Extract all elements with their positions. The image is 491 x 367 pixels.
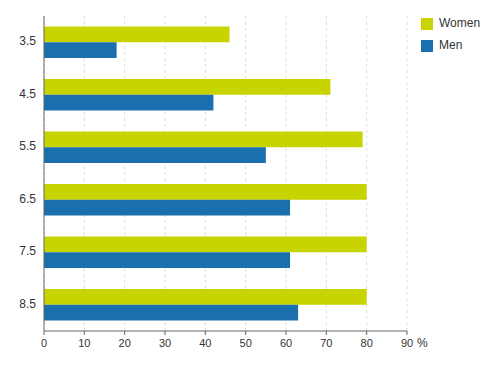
chart-svg: 0 10 20 30 40 50 60 70 80 90 3.5 4.5 5.5 6.5 7.5 8.5% Wo… (0, 0, 491, 367)
y-tick-label: 6.5 (19, 192, 36, 206)
bar (44, 252, 290, 268)
grid-line (124, 16, 125, 331)
x-tick (286, 331, 287, 335)
bar (44, 79, 330, 95)
grid-line (84, 16, 85, 331)
bar (44, 305, 298, 321)
y-tick-label: 8.5 (19, 297, 36, 311)
bar (44, 147, 266, 163)
x-tick-label: 40 (199, 337, 211, 349)
chart-container: 0 10 20 30 40 50 60 70 80 90 3.5 4.5 5.5 6.5 7.5 8.5% Wo… (0, 0, 491, 367)
x-tick (366, 331, 367, 335)
x-tick (84, 331, 85, 335)
x-tick-label: 0 (41, 337, 47, 349)
legend: Women Men (421, 16, 480, 52)
y-tick-label: 7.5 (19, 244, 36, 258)
legend-label: Men (439, 38, 462, 52)
x-tick (124, 331, 125, 335)
bar (44, 289, 367, 305)
x-tick (44, 331, 45, 335)
x-tick-label: 30 (159, 337, 171, 349)
grid-line (326, 16, 327, 331)
x-tick-label: 70 (320, 337, 332, 349)
x-tick (407, 331, 408, 335)
bar (44, 184, 367, 200)
x-tick-label: 10 (78, 337, 90, 349)
legend-label: Women (439, 16, 480, 30)
grid-line (407, 16, 408, 331)
x-axis-line (44, 331, 407, 332)
bars (44, 27, 367, 321)
grid-line (366, 16, 367, 331)
grid-line (165, 16, 166, 331)
grid-line (286, 16, 287, 331)
x-tick-label: 20 (119, 337, 131, 349)
y-tick-label: 4.5 (19, 87, 36, 101)
y-tick-label: 3.5 (19, 34, 36, 48)
grid (44, 16, 407, 331)
x-tick-label: 50 (240, 337, 252, 349)
bar (44, 200, 290, 216)
bar (44, 237, 367, 253)
x-tick (165, 331, 166, 335)
axes: 0 10 20 30 40 50 60 70 80 90 3.5 4.5 5.5 6.5 7.5 8.5 (19, 16, 413, 349)
legend-swatch (421, 18, 433, 30)
x-axis-label: % (417, 336, 428, 350)
grid-line (205, 16, 206, 331)
grid-line (44, 16, 45, 331)
x-tick (205, 331, 206, 335)
x-tick-label: 90 (401, 337, 413, 349)
legend-swatch (421, 40, 433, 52)
x-tick (326, 331, 327, 335)
bar (44, 42, 117, 58)
x-tick-label: 80 (361, 337, 373, 349)
grid-line (245, 16, 246, 331)
x-tick-label: 60 (280, 337, 292, 349)
bar (44, 27, 230, 43)
bar (44, 132, 363, 148)
bar (44, 95, 213, 111)
y-tick-label: 5.5 (19, 139, 36, 153)
x-tick (245, 331, 246, 335)
y-axis-line (44, 16, 45, 331)
